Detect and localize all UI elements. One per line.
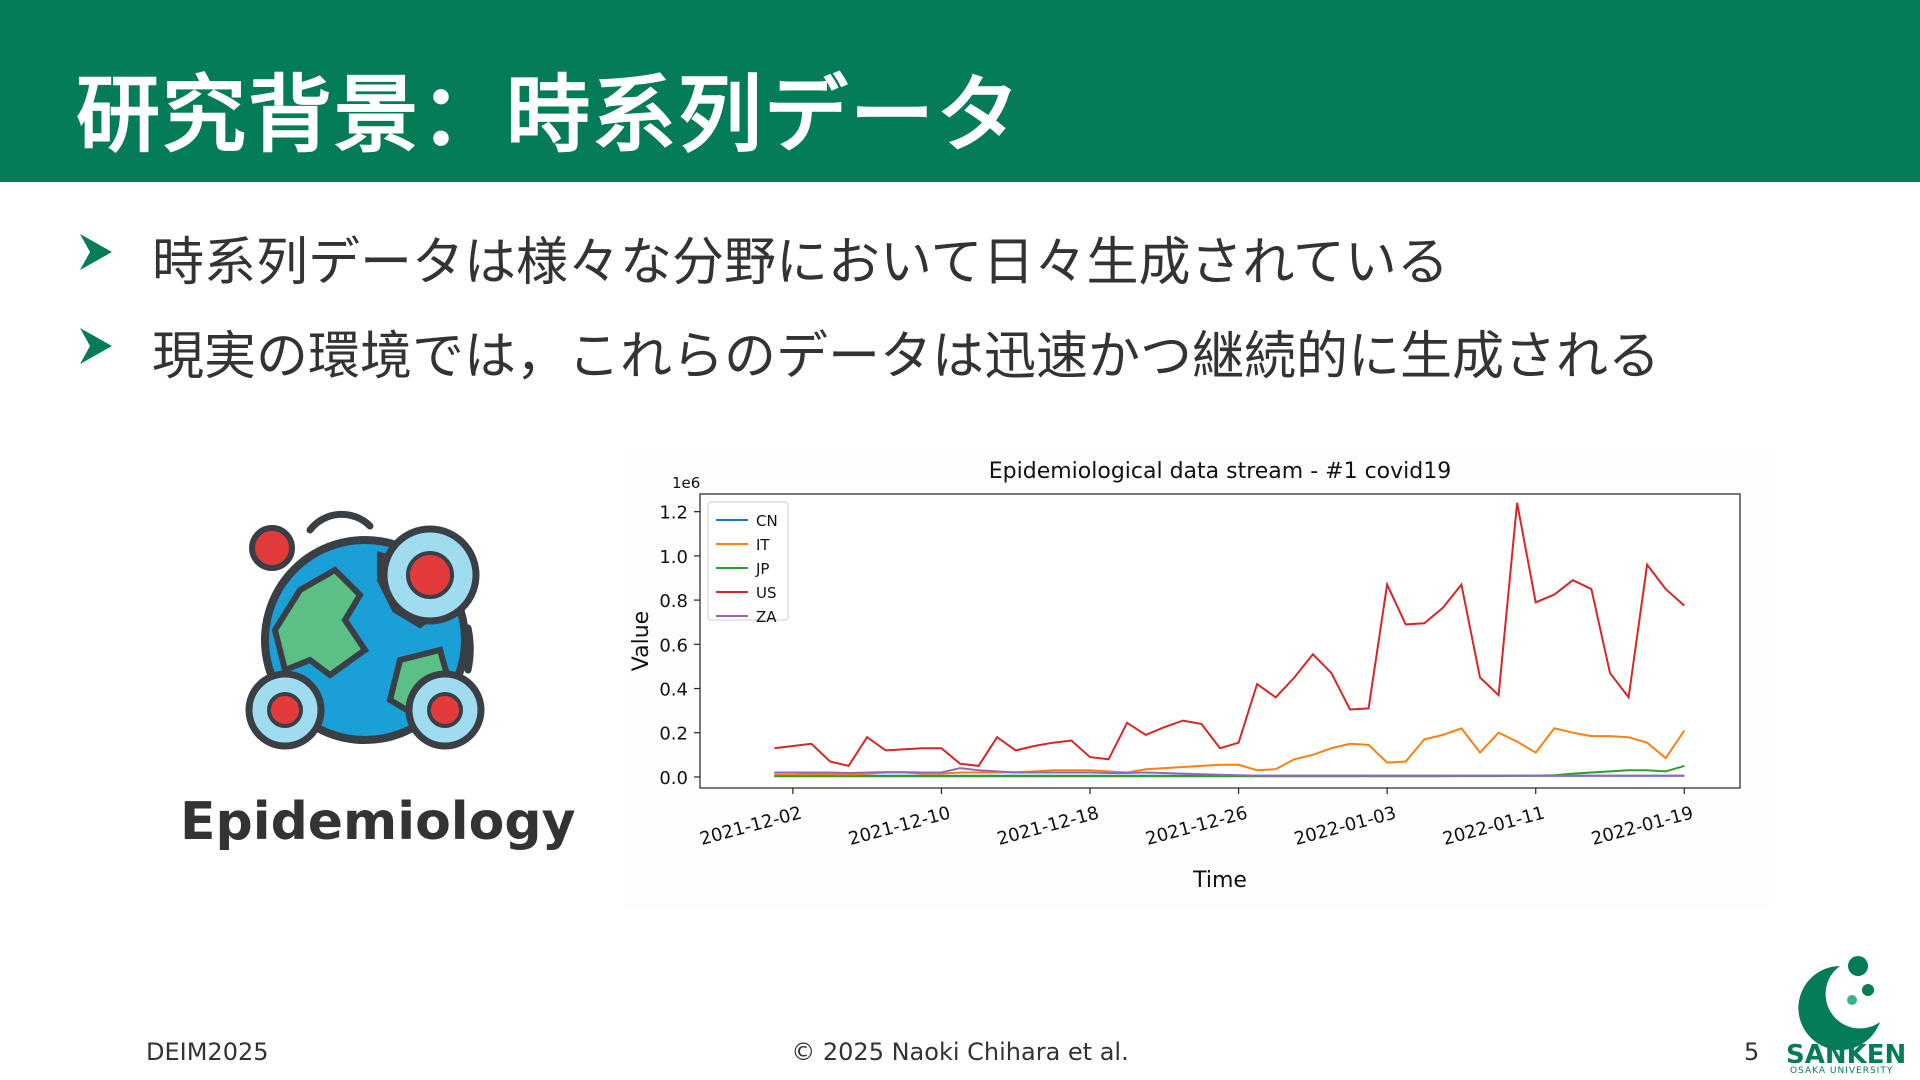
logo-subtext: OSAKA UNIVERSITY	[1790, 1066, 1894, 1076]
legend-label: ZA	[756, 608, 777, 626]
arrow-bullet-icon	[80, 234, 112, 270]
footer-copyright: © 2025 Naoki Chihara et al.	[791, 1038, 1129, 1066]
y-tick-label: 1.0	[659, 547, 688, 568]
legend-box	[707, 501, 789, 621]
title-bar: 研究背景：時系列データ	[0, 0, 1920, 182]
footer-conference: DEIM2025	[146, 1038, 269, 1066]
y-axis-label: Value	[629, 611, 654, 671]
x-tick-label: 2022-01-03	[1292, 803, 1398, 850]
plot-frame	[699, 493, 1741, 789]
legend-label: IT	[756, 536, 770, 554]
legend-label: CN	[756, 512, 778, 530]
y-multiplier-label: 1e6	[672, 474, 700, 492]
series-line-it	[774, 727, 1686, 776]
y-tick-label: 0.2	[659, 724, 688, 745]
legend-label: JP	[755, 560, 769, 578]
y-tick-label: 0.6	[659, 635, 688, 656]
page-number: 5	[1744, 1038, 1760, 1066]
x-tick-label: 2022-01-11	[1441, 803, 1547, 850]
y-tick-label: 0.8	[659, 591, 688, 612]
series-line-za	[774, 767, 1685, 777]
x-tick-label: 2021-12-02	[698, 803, 804, 850]
legend-label: US	[756, 584, 777, 602]
image-label: Epidemiology	[180, 792, 576, 852]
x-tick-label: 2021-12-18	[995, 803, 1101, 850]
chart-title: Epidemiological data stream - #1 covid19	[989, 459, 1451, 484]
bullet-text: 時系列データは様々な分野において日々生成されている	[152, 233, 1449, 293]
x-axis-label: Time	[1192, 868, 1247, 893]
y-tick-label: 0.0	[659, 768, 688, 789]
bullet-text: 現実の環境では，これらのデータは迅速かつ継続的に生成される	[152, 327, 1661, 387]
globe-virus-icon	[245, 510, 485, 750]
line-chart: Epidemiological data stream - #1 covid19…	[626, 448, 1770, 908]
x-tick-label: 2021-12-10	[846, 803, 952, 850]
y-tick-label: 0.4	[659, 680, 688, 701]
sanken-logo-icon	[1798, 956, 1880, 1050]
slide-title: 研究背景：時系列データ	[76, 66, 1023, 164]
x-tick-label: 2021-12-26	[1143, 803, 1249, 850]
arrow-bullet-icon	[80, 328, 112, 364]
x-tick-label: 2022-01-19	[1589, 803, 1695, 850]
series-line-us	[774, 502, 1685, 768]
logo-text: SANKEN	[1786, 1040, 1907, 1070]
y-tick-label: 1.2	[659, 503, 688, 524]
